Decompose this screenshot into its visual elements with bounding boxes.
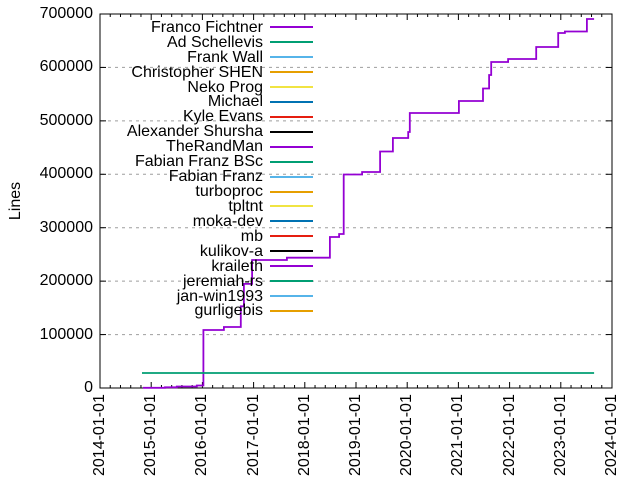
legend-label: Ad Schellevis — [166, 33, 263, 51]
y-tick-label: 100000 — [39, 325, 93, 343]
x-tick-label: 2018-01-01 — [295, 394, 313, 476]
legend-swatch — [270, 235, 313, 238]
legend-swatch — [270, 41, 313, 44]
y-tick-label: 200000 — [39, 272, 93, 290]
legend-swatch — [270, 115, 313, 118]
legend-label: turboproc — [195, 183, 263, 201]
legend-swatch — [270, 280, 313, 283]
x-tick-label: 2024-01-01 — [603, 394, 620, 476]
legend-label: Frank Wall — [187, 48, 263, 66]
legend-swatch — [270, 265, 313, 268]
legend-swatch — [270, 56, 313, 59]
legend-label: Neko Prog — [187, 78, 263, 96]
legend-label: Franco Fichtner — [150, 18, 263, 36]
legend-label: Kyle Evans — [182, 108, 263, 126]
legend-swatch — [270, 309, 313, 312]
legend-swatch — [270, 220, 313, 223]
y-axis-title: Lines — [7, 181, 24, 221]
legend-label: mb — [240, 227, 263, 245]
x-tick-label: 2022-01-01 — [500, 394, 518, 476]
legend-label: TheRandMan — [166, 138, 263, 156]
legend-swatch — [270, 100, 313, 103]
legend-swatch — [270, 160, 313, 163]
legend-swatch — [270, 26, 313, 29]
y-tick-label: 400000 — [39, 165, 93, 183]
legend-label: Michael — [207, 93, 263, 111]
legend-swatch — [270, 130, 313, 133]
x-tick-label: 2019-01-01 — [347, 394, 364, 476]
legend-label: Christopher SHEN — [131, 63, 263, 81]
x-tick-label: 2021-01-01 — [449, 394, 467, 476]
legend-label: moka-dev — [192, 212, 263, 230]
legend-swatch — [270, 86, 313, 89]
x-tick-label: 2016-01-01 — [193, 394, 211, 476]
y-tick-label: 300000 — [39, 218, 93, 236]
legend-swatch — [270, 71, 313, 74]
legend-label: Alexander Shursha — [126, 123, 263, 141]
y-tick-label: 700000 — [39, 5, 93, 22]
legend-label: jeremiah-rs — [182, 272, 263, 290]
legend-swatch — [270, 205, 313, 208]
legend-swatch — [270, 295, 313, 298]
series-franco-fichtner — [143, 18, 595, 389]
y-tick-label: 500000 — [39, 111, 93, 129]
x-tick-label: 2017-01-01 — [244, 394, 262, 476]
legend-swatch — [270, 145, 313, 148]
y-tick-label: 0 — [84, 379, 93, 396]
legend-label: jan-win1993 — [176, 287, 263, 305]
legend-label: Fabian Franz — [168, 168, 263, 186]
legend-label: kraileth — [211, 257, 263, 275]
legend-label: gurligebis — [194, 302, 263, 320]
x-tick-label: 2015-01-01 — [142, 394, 160, 476]
y-tick-label: 600000 — [39, 58, 93, 76]
legend-swatch — [270, 190, 313, 193]
x-tick-label: 2023-01-01 — [551, 394, 569, 476]
legend-label: kulikov-a — [199, 242, 263, 260]
legend-label: tpltnt — [228, 197, 263, 215]
legend-swatch — [270, 250, 313, 253]
x-tick-label: 2020-01-01 — [398, 394, 416, 476]
legend-swatch — [270, 175, 313, 178]
legend-label: Fabian Franz BSc — [134, 153, 263, 171]
x-tick-label: 2014-01-01 — [91, 394, 108, 476]
